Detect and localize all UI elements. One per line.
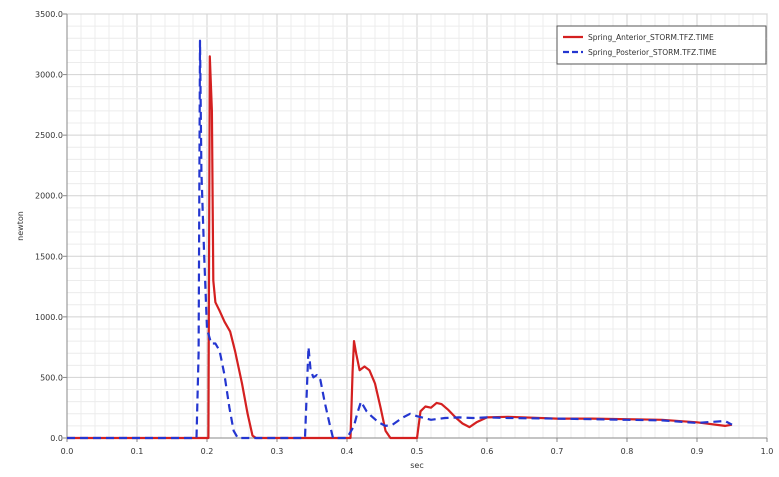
y-tick-label: 3000.0: [35, 71, 63, 80]
y-tick-label: 1000.0: [35, 313, 63, 322]
y-tick-label: 0.0: [50, 434, 63, 443]
x-tick-label: 0.3: [271, 447, 284, 456]
x-tick-label: 0.1: [131, 447, 144, 456]
legend-label: Spring_Posterior_STORM.TFZ.TIME: [588, 48, 717, 57]
y-tick-label: 1500.0: [35, 252, 63, 261]
x-tick-label: 0.2: [201, 447, 214, 456]
x-axis-title: sec: [410, 461, 424, 470]
y-tick-label: 500.0: [40, 373, 63, 382]
x-tick-label: 0.8: [621, 447, 634, 456]
x-tick-label: 0.0: [61, 447, 74, 456]
y-tick-label: 3500.0: [35, 10, 63, 19]
y-tick-label: 2000.0: [35, 192, 63, 201]
legend: Spring_Anterior_STORM.TFZ.TIME Spring_Pos…: [556, 25, 767, 65]
grid: [66, 13, 768, 439]
x-tick-label: 0.5: [411, 447, 424, 456]
y-tick-label: 2500.0: [35, 131, 63, 140]
x-tick-label: 1.0: [761, 447, 774, 456]
y-axis-title: newton: [16, 211, 25, 241]
x-tick-label: 0.9: [691, 447, 704, 456]
legend-box: [556, 25, 767, 65]
x-tick-label: 0.7: [551, 447, 564, 456]
x-tick-label: 0.6: [481, 447, 494, 456]
legend-label: Spring_Anterior_STORM.TFZ.TIME: [588, 33, 714, 42]
series: [67, 39, 733, 440]
x-tick-label: 0.4: [341, 447, 354, 456]
series-line-posterior: [67, 39, 733, 440]
